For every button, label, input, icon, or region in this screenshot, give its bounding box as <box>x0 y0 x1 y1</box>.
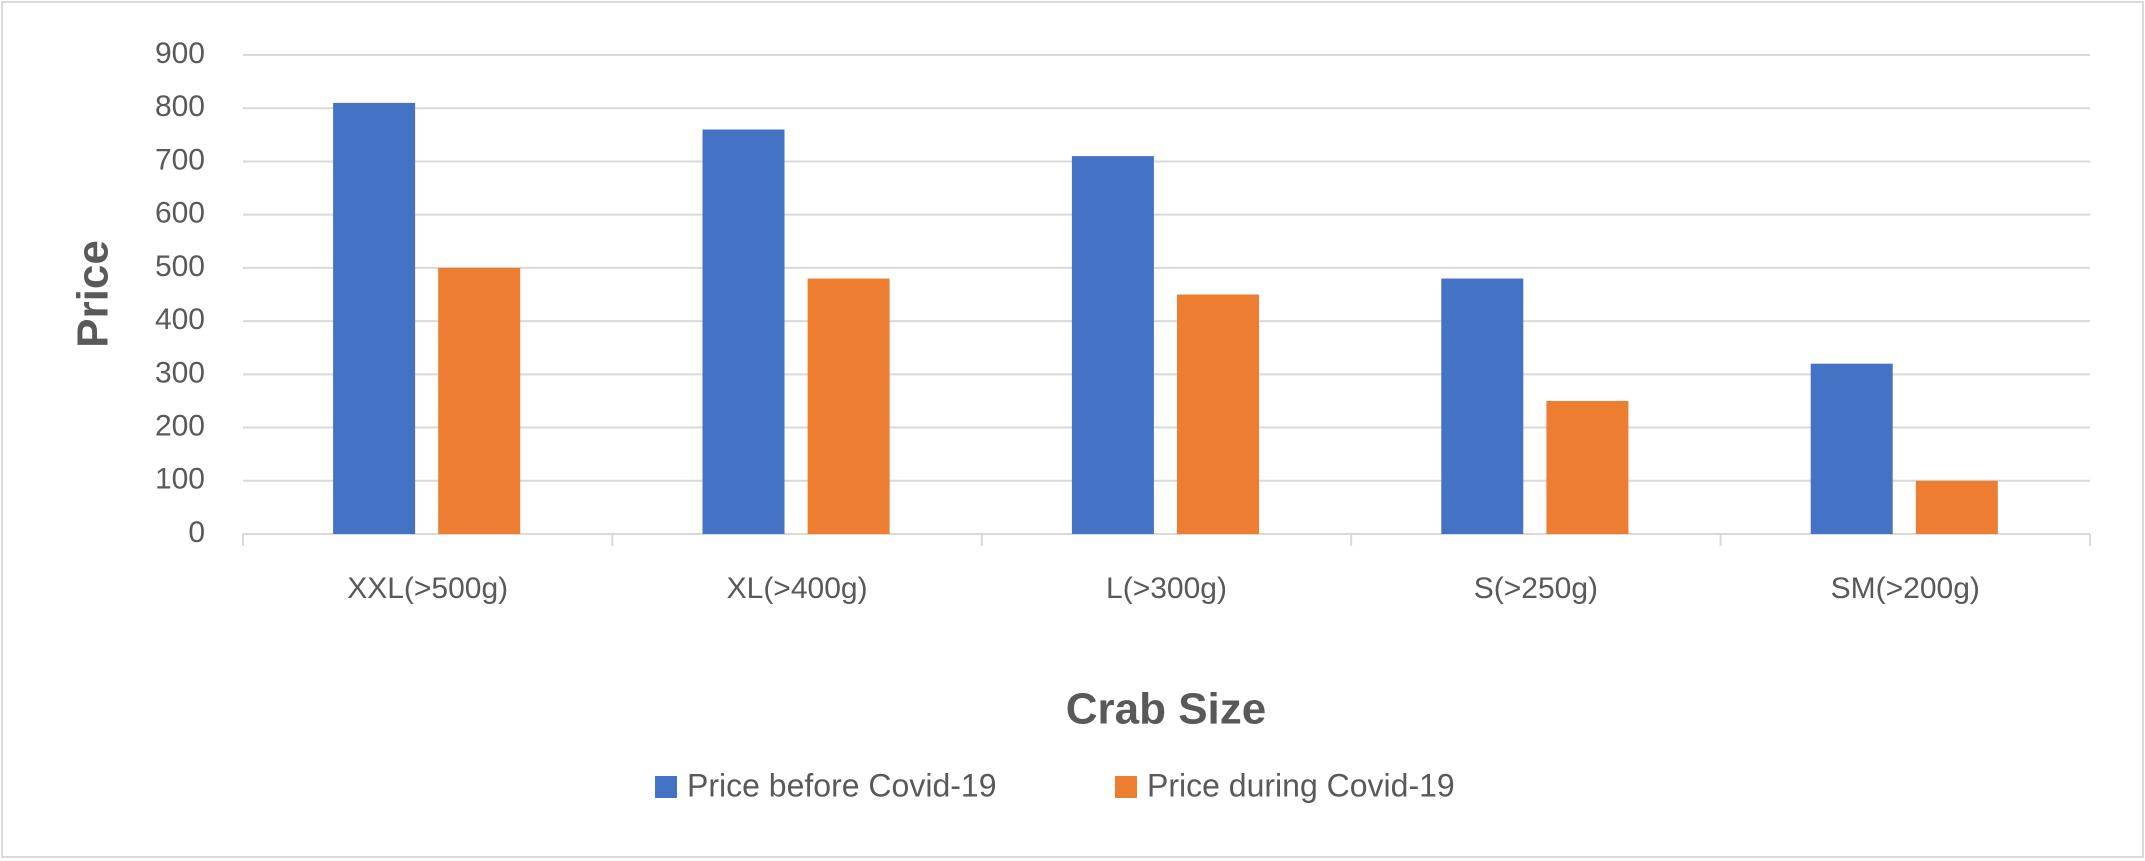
y-tick-label: 300 <box>155 356 205 389</box>
x-tick-label: SM(>200g) <box>1831 572 1980 605</box>
bar <box>1915 480 1998 534</box>
legend-label: Price before Covid-19 <box>687 767 996 803</box>
bar <box>333 102 416 535</box>
bar <box>702 129 785 534</box>
x-axis-title: Crab Size <box>1066 685 1267 734</box>
legend-swatch <box>655 776 677 798</box>
y-tick-label: 800 <box>155 90 205 123</box>
x-tick-label: L(>300g) <box>1106 572 1227 605</box>
y-axis-title: Price <box>69 240 118 348</box>
y-tick-label: 700 <box>155 143 205 176</box>
y-tick-label: 0 <box>188 516 205 549</box>
y-tick-label: 600 <box>155 197 205 230</box>
bar <box>1177 294 1260 534</box>
x-tick-label: XXL(>500g) <box>347 572 508 605</box>
bar <box>1810 363 1893 534</box>
x-tick-label: S(>250g) <box>1474 572 1598 605</box>
bar <box>438 267 521 534</box>
legend-swatch <box>1115 776 1137 798</box>
bar <box>807 278 890 534</box>
bar <box>1441 278 1524 534</box>
y-tick-label: 100 <box>155 463 205 496</box>
y-tick-label: 400 <box>155 303 205 336</box>
y-tick-label: 900 <box>155 37 205 70</box>
legend-label: Price during Covid-19 <box>1147 767 1455 803</box>
bar <box>1546 400 1629 534</box>
y-tick-label: 200 <box>155 409 205 442</box>
y-tick-label: 500 <box>155 250 205 283</box>
x-tick-label: XL(>400g) <box>727 572 868 605</box>
bar <box>1071 156 1154 534</box>
